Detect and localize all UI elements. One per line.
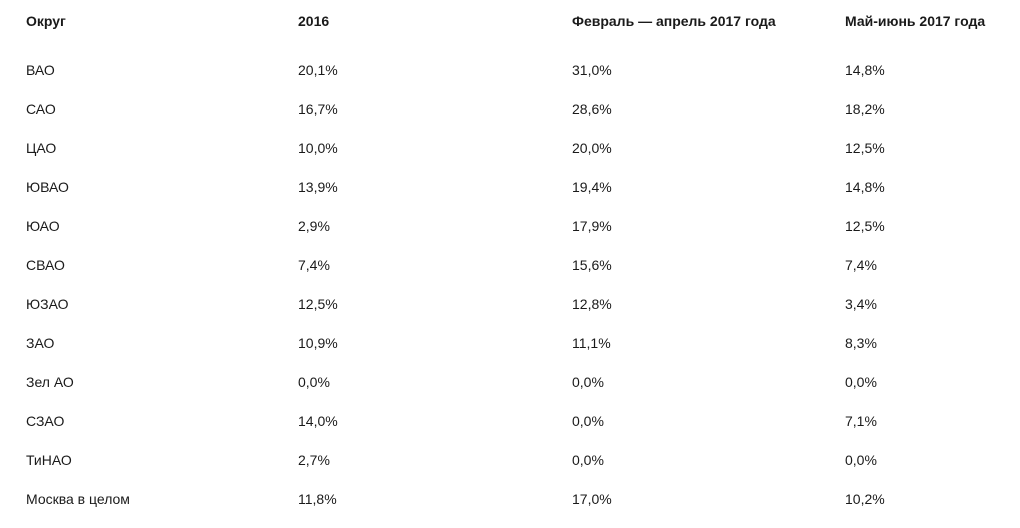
district-cell: СЗАО bbox=[26, 413, 65, 429]
value-may-jun-2017-cell: 8,3% bbox=[845, 335, 877, 351]
district-cell: ТиНАО bbox=[26, 452, 72, 468]
value-2016-cell: 10,0% bbox=[298, 140, 338, 156]
table-row: ЮЗАО 12,5% 12,8% 3,4% bbox=[0, 294, 1020, 333]
value-feb-apr-2017-cell: 11,1% bbox=[572, 335, 611, 351]
value-2016-cell: 10,9% bbox=[298, 335, 338, 351]
value-may-jun-2017-cell: 12,5% bbox=[845, 140, 885, 156]
table-row: ТиНАО 2,7% 0,0% 0,0% bbox=[0, 450, 1020, 489]
district-cell: Москва в целом bbox=[26, 491, 130, 507]
table-row: СВАО 7,4% 15,6% 7,4% bbox=[0, 255, 1020, 294]
value-may-jun-2017-cell: 0,0% bbox=[845, 374, 877, 390]
value-2016-cell: 13,9% bbox=[298, 179, 338, 195]
table-row-total: Москва в целом 11,8% 17,0% 10,2% bbox=[0, 489, 1020, 528]
table-row: СЗАО 14,0% 0,0% 7,1% bbox=[0, 411, 1020, 450]
value-feb-apr-2017-cell: 12,8% bbox=[572, 296, 612, 312]
table-row: ЦАО 10,0% 20,0% 12,5% bbox=[0, 138, 1020, 177]
value-may-jun-2017-cell: 14,8% bbox=[845, 62, 885, 78]
value-2016-cell: 0,0% bbox=[298, 374, 330, 390]
district-cell: ВАО bbox=[26, 62, 55, 78]
value-feb-apr-2017-cell: 15,6% bbox=[572, 257, 612, 273]
value-may-jun-2017-cell: 12,5% bbox=[845, 218, 885, 234]
value-may-jun-2017-cell: 7,4% bbox=[845, 257, 877, 273]
column-header-may-jun-2017: Май-июнь 2017 года bbox=[845, 13, 986, 29]
value-may-jun-2017-cell: 10,2% bbox=[845, 491, 885, 507]
column-header-feb-apr-2017: Февраль — апрель 2017 года bbox=[572, 13, 776, 29]
value-feb-apr-2017-cell: 0,0% bbox=[572, 452, 604, 468]
value-2016-cell: 2,7% bbox=[298, 452, 330, 468]
value-feb-apr-2017-cell: 17,9% bbox=[572, 218, 612, 234]
table-header: Округ 2016 Февраль — апрель 2017 года Ма… bbox=[0, 11, 1020, 50]
table-row: ВАО 20,1% 31,0% 14,8% bbox=[0, 60, 1020, 99]
district-cell: Зел АО bbox=[26, 374, 74, 390]
value-feb-apr-2017-cell: 0,0% bbox=[572, 413, 604, 429]
value-may-jun-2017-cell: 18,2% bbox=[845, 101, 885, 117]
value-may-jun-2017-cell: 3,4% bbox=[845, 296, 877, 312]
district-cell: ЦАО bbox=[26, 140, 57, 156]
table-row: ЮАО 2,9% 17,9% 12,5% bbox=[0, 216, 1020, 255]
district-cell: ЮАО bbox=[26, 218, 60, 234]
district-cell: САО bbox=[26, 101, 56, 117]
value-2016-cell: 11,8% bbox=[298, 491, 337, 507]
value-2016-cell: 2,9% bbox=[298, 218, 330, 234]
district-cell: ЗАО bbox=[26, 335, 55, 351]
table-row: ЮВАО 13,9% 19,4% 14,8% bbox=[0, 177, 1020, 216]
value-feb-apr-2017-cell: 20,0% bbox=[572, 140, 612, 156]
value-2016-cell: 12,5% bbox=[298, 296, 338, 312]
value-2016-cell: 14,0% bbox=[298, 413, 338, 429]
value-feb-apr-2017-cell: 28,6% bbox=[572, 101, 612, 117]
value-may-jun-2017-cell: 0,0% bbox=[845, 452, 877, 468]
value-may-jun-2017-cell: 7,1% bbox=[845, 413, 877, 429]
table-row: Зел АО 0,0% 0,0% 0,0% bbox=[0, 372, 1020, 411]
column-header-district: Округ bbox=[26, 13, 66, 29]
value-feb-apr-2017-cell: 31,0% bbox=[572, 62, 612, 78]
table-row: САО 16,7% 28,6% 18,2% bbox=[0, 99, 1020, 138]
district-cell: ЮВАО bbox=[26, 179, 69, 195]
value-feb-apr-2017-cell: 19,4% bbox=[572, 179, 612, 195]
value-feb-apr-2017-cell: 17,0% bbox=[572, 491, 612, 507]
value-may-jun-2017-cell: 14,8% bbox=[845, 179, 885, 195]
value-2016-cell: 20,1% bbox=[298, 62, 338, 78]
value-2016-cell: 7,4% bbox=[298, 257, 330, 273]
value-2016-cell: 16,7% bbox=[298, 101, 338, 117]
value-feb-apr-2017-cell: 0,0% bbox=[572, 374, 604, 390]
table-row: ЗАО 10,9% 11,1% 8,3% bbox=[0, 333, 1020, 372]
district-cell: ЮЗАО bbox=[26, 296, 69, 312]
district-cell: СВАО bbox=[26, 257, 65, 273]
column-header-2016: 2016 bbox=[298, 13, 330, 29]
